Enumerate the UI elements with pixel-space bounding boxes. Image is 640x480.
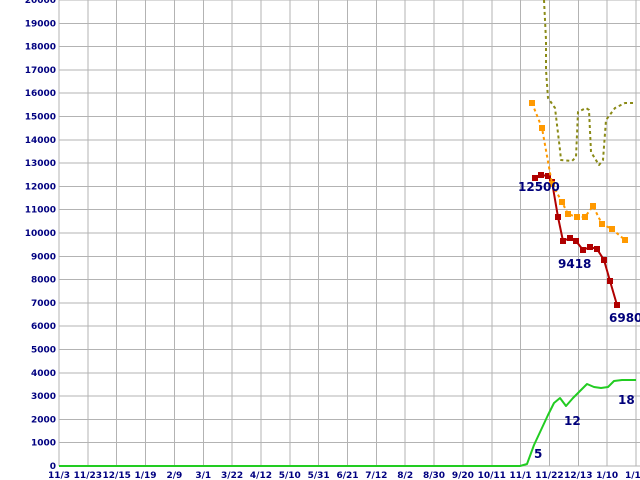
- y-tick-label: 0: [50, 462, 56, 472]
- x-tick-label: 12/13: [564, 471, 592, 480]
- y-tick-label: 16000: [25, 89, 56, 99]
- series-marker-orange-series: [559, 199, 565, 205]
- y-tick-label: 19000: [25, 19, 56, 29]
- y-tick-label: 7000: [31, 299, 56, 309]
- x-tick-label: 11/23: [74, 471, 102, 480]
- x-tick-label: 3/1: [195, 471, 211, 480]
- x-axis-tick-labels: 11/3 11/23 12/15 1/19 2/9 3/1 3/22 4/12 5/10 5/31…: [48, 471, 640, 480]
- data-point-label: 18: [618, 393, 635, 407]
- x-tick-label: 5/10: [279, 471, 301, 480]
- x-tick-label: 1/10: [596, 471, 618, 480]
- x-tick-label: 5/31: [308, 471, 330, 480]
- y-tick-label: 2000: [31, 415, 56, 425]
- y-tick-label: 1000: [31, 439, 56, 449]
- y-tick-label: 10000: [25, 229, 56, 239]
- series-marker-orange-series: [574, 214, 580, 220]
- x-tick-label: 7/12: [365, 471, 387, 480]
- series-marker-orange-series: [622, 237, 628, 243]
- series-marker-dark-red-series: [614, 302, 620, 308]
- series-marker-dark-red-series: [532, 175, 538, 181]
- y-tick-label: 9000: [31, 252, 56, 262]
- x-tick-label: 11/22: [535, 471, 563, 480]
- series-line-green-series: [59, 379, 636, 467]
- series-marker-dark-red-series: [545, 173, 551, 179]
- data-point-label: 9418: [558, 257, 591, 271]
- x-tick-label: 4/12: [250, 471, 272, 480]
- y-tick-label: 14000: [25, 136, 56, 146]
- series-marker-orange-series: [565, 211, 571, 217]
- series-marker-dark-red-series: [560, 238, 566, 244]
- x-tick-label: 10/11: [478, 471, 506, 480]
- series-marker-orange-series: [609, 226, 615, 232]
- data-point-label: 12: [564, 414, 581, 428]
- series-marker-dark-red-series: [573, 238, 579, 244]
- series-marker-dark-red-series: [587, 244, 593, 250]
- series-marker-orange-series: [529, 100, 535, 106]
- x-tick-label: 8/30: [423, 471, 445, 480]
- x-tick-label: 8/2: [397, 471, 413, 480]
- y-tick-label: 11000: [25, 206, 56, 216]
- y-tick-label: 15000: [25, 113, 56, 123]
- y-tick-label: 12000: [25, 182, 56, 192]
- x-tick-label: 6/21: [336, 471, 358, 480]
- series-marker-dark-red-series: [594, 246, 600, 252]
- series-marker-orange-series: [582, 214, 588, 220]
- y-tick-label: 13000: [25, 159, 56, 169]
- series-marker-dark-red-series: [538, 172, 544, 178]
- data-series-layer: [59, 0, 636, 467]
- x-tick-label: 1/19: [135, 471, 157, 480]
- x-tick-label: 11/3: [48, 471, 70, 480]
- series-marker-dark-red-series: [607, 278, 613, 284]
- x-tick-label: 2/9: [166, 471, 182, 480]
- series-marker-dark-red-series: [555, 214, 561, 220]
- data-point-label: 6980: [609, 311, 640, 325]
- x-tick-label: 12/15: [103, 471, 131, 480]
- x-tick-label: 1/17: [625, 471, 640, 480]
- y-tick-label: 3000: [31, 392, 56, 402]
- y-tick-label: 20000: [25, 0, 56, 6]
- y-tick-label: 6000: [31, 322, 56, 332]
- grid-lines: [58, 0, 640, 467]
- data-point-labels: 12500 9418 6980 5 12 18: [518, 180, 640, 461]
- series-marker-dark-red-series: [567, 235, 573, 241]
- y-tick-label: 18000: [25, 43, 56, 53]
- y-tick-label: 8000: [31, 276, 56, 286]
- x-tick-label: 3/22: [221, 471, 243, 480]
- data-point-label: 12500: [518, 180, 560, 194]
- x-tick-label: 9/20: [452, 471, 474, 480]
- x-tick-label: 11/1: [510, 471, 532, 480]
- y-tick-label: 5000: [31, 346, 56, 356]
- series-marker-orange-series: [549, 181, 555, 187]
- series-marker-orange-series: [539, 125, 545, 131]
- y-tick-label: 17000: [25, 66, 56, 76]
- data-point-label: 5: [534, 447, 542, 461]
- y-tick-label: 4000: [31, 369, 56, 379]
- series-marker-dark-red-series: [580, 247, 586, 253]
- series-marker-orange-series: [590, 203, 596, 209]
- y-axis-tick-labels: 0 1000 2000 3000 4000 5000 6000 7000 8000 9000 100…: [25, 0, 56, 472]
- series-marker-orange-series: [599, 221, 605, 227]
- series-line-olive-series: [543, 0, 636, 166]
- series-marker-dark-red-series: [601, 257, 607, 263]
